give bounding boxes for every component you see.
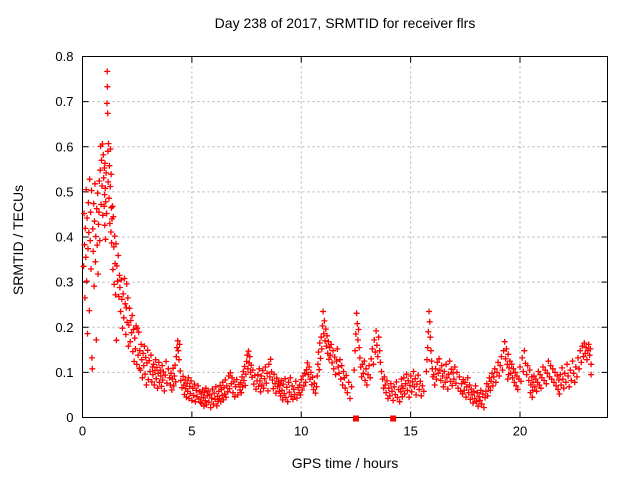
y-tick-label: 0.1 [55, 365, 73, 380]
x-tick-label: 20 [513, 424, 527, 439]
zero-marker [390, 415, 397, 422]
y-tick-label: 0.7 [55, 94, 73, 109]
y-tick-label: 0.5 [55, 184, 73, 199]
chart-title: Day 238 of 2017, SRMTID for receiver flr… [214, 15, 476, 31]
x-tick-label: 5 [188, 424, 195, 439]
x-tick-label: 10 [294, 424, 308, 439]
x-tick-label: 15 [403, 424, 417, 439]
y-tick-label: 0 [66, 410, 73, 425]
y-tick-label: 0.4 [55, 230, 73, 245]
zero-marker [352, 415, 359, 422]
x-axis-label: GPS time / hours [291, 455, 399, 471]
y-tick-label: 0.2 [55, 320, 73, 335]
data-points-srmtid [80, 68, 595, 411]
y-tick-label: 0.8 [55, 49, 73, 64]
x-tick-label: 0 [79, 424, 86, 439]
plot-border [82, 56, 608, 418]
y-tick-label: 0.6 [55, 139, 73, 154]
tick-labels: 0 5 10 15 20 0 0.1 0.2 0.3 0.4 0.5 0.6 0.7 0.8 [55, 49, 527, 439]
data-points-zero-flag-markers [352, 415, 397, 422]
grid-lines [82, 56, 608, 418]
y-tick-label: 0.3 [55, 275, 73, 290]
